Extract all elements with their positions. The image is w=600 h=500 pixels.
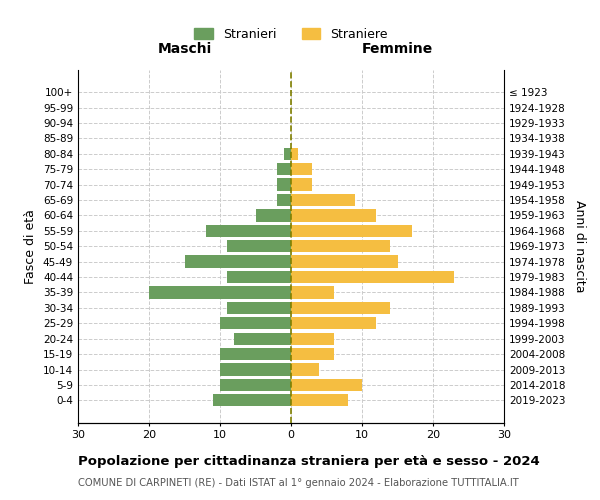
Y-axis label: Fasce di età: Fasce di età (25, 209, 37, 284)
Bar (227, 302, 291, 314)
Bar (291, 194, 355, 206)
Bar (291, 378, 362, 391)
Bar (220, 317, 291, 330)
Legend: Stranieri, Straniere: Stranieri, Straniere (188, 22, 394, 47)
Text: COMUNE DI CARPINETI (RE) - Dati ISTAT al 1° gennaio 2024 - Elaborazione TUTTITAL: COMUNE DI CARPINETI (RE) - Dati ISTAT al… (78, 478, 519, 488)
Bar (291, 224, 412, 237)
Bar (291, 148, 298, 160)
Bar (291, 332, 334, 345)
Text: Maschi: Maschi (157, 42, 212, 56)
Bar (220, 378, 291, 391)
Bar (227, 271, 291, 283)
Bar (291, 178, 313, 191)
Bar (291, 240, 391, 252)
Bar (291, 348, 334, 360)
Bar (213, 394, 291, 406)
Bar (291, 210, 376, 222)
Text: Femmine: Femmine (362, 42, 433, 56)
Bar (291, 286, 334, 298)
Bar (220, 348, 291, 360)
Bar (291, 302, 391, 314)
Bar (185, 256, 291, 268)
Bar (291, 163, 313, 175)
Text: Popolazione per cittadinanza straniera per età e sesso - 2024: Popolazione per cittadinanza straniera p… (78, 455, 540, 468)
Bar (277, 194, 291, 206)
Bar (291, 364, 319, 376)
Bar (234, 332, 291, 345)
Bar (206, 224, 291, 237)
Bar (291, 394, 348, 406)
Bar (256, 210, 291, 222)
Bar (277, 163, 291, 175)
Bar (291, 256, 398, 268)
Bar (220, 364, 291, 376)
Bar (284, 148, 291, 160)
Bar (277, 178, 291, 191)
Bar (227, 240, 291, 252)
Y-axis label: Anni di nascita: Anni di nascita (574, 200, 586, 292)
Bar (149, 286, 291, 298)
Bar (291, 271, 454, 283)
Bar (291, 317, 376, 330)
